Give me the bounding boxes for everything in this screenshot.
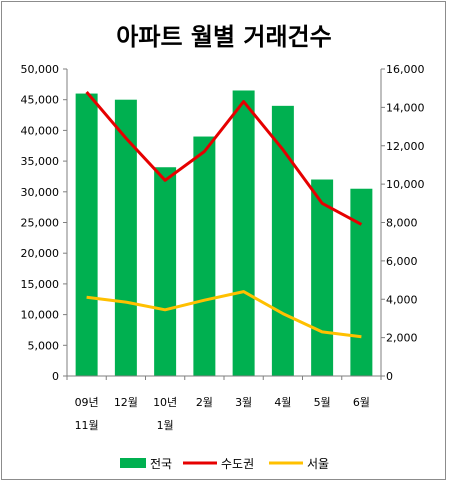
series-line bbox=[86, 290, 362, 339]
left-tick-label: 25,000 bbox=[21, 217, 60, 230]
x-tick-label: 11월 bbox=[75, 419, 99, 432]
legend: 전국 수도권 서울 bbox=[120, 457, 329, 471]
x-tick-label: 4월 bbox=[274, 396, 291, 409]
right-tick-label: 2,000 bbox=[386, 332, 418, 345]
left-tick-label: 10,000 bbox=[21, 309, 60, 322]
left-tick-label: 40,000 bbox=[21, 124, 60, 137]
left-tick-label: 45,000 bbox=[21, 94, 60, 107]
right-tick-label: 10,000 bbox=[386, 178, 425, 191]
right-tick-label: 6,000 bbox=[386, 255, 418, 268]
bar bbox=[350, 188, 373, 376]
left-tick-label: 50,000 bbox=[21, 63, 60, 76]
x-tick-label: 2월 bbox=[196, 396, 213, 409]
bar bbox=[75, 93, 98, 376]
right-tick-label: 4,000 bbox=[386, 293, 418, 306]
right-tick-label: 8,000 bbox=[386, 217, 418, 230]
bar bbox=[114, 99, 137, 376]
right-axis-tick-labels: 0 2,000 4,000 6,000 8,000 10,000 12,000 14,000 1… bbox=[386, 63, 425, 383]
axes bbox=[63, 68, 385, 380]
legend-label: 서울 bbox=[307, 457, 329, 471]
left-tick-label: 20,000 bbox=[21, 247, 60, 260]
bar bbox=[193, 136, 216, 376]
legend-label: 전국 bbox=[150, 457, 172, 471]
x-tick-label: 3월 bbox=[235, 396, 252, 409]
legend-label: 수도권 bbox=[221, 457, 254, 471]
bar bbox=[154, 167, 177, 376]
x-tick-label: 09년 bbox=[75, 396, 99, 409]
left-tick-label: 0 bbox=[52, 370, 59, 383]
left-axis-tick-labels: 0 5,000 10,000 15,000 20,000 25,000 30,000 35,0… bbox=[21, 63, 60, 383]
chart-title: 아파트 월별 거래건수 bbox=[116, 23, 331, 51]
bar-series bbox=[75, 90, 373, 377]
line-series bbox=[85, 91, 363, 339]
series-line bbox=[85, 91, 363, 226]
left-tick-label: 5,000 bbox=[28, 339, 60, 352]
right-tick-label: 14,000 bbox=[386, 101, 425, 114]
right-tick-label: 16,000 bbox=[386, 63, 425, 76]
x-tick-label: 12월 bbox=[114, 396, 138, 409]
left-tick-label: 15,000 bbox=[21, 278, 60, 291]
left-tick-label: 35,000 bbox=[21, 155, 60, 168]
bar bbox=[271, 105, 294, 376]
x-tick-label: 1월 bbox=[157, 419, 174, 432]
x-axis-tick-labels: 09년 11월 12월 10년 1월 2월 3월 4월 5월 6월 bbox=[75, 396, 370, 432]
right-tick-label: 12,000 bbox=[386, 140, 425, 153]
legend-swatch bbox=[120, 458, 146, 468]
bar bbox=[311, 179, 334, 376]
x-tick-label: 5월 bbox=[314, 396, 331, 409]
left-tick-label: 30,000 bbox=[21, 186, 60, 199]
x-tick-label: 6월 bbox=[353, 396, 370, 409]
bar bbox=[232, 90, 255, 377]
x-tick-label: 10년 bbox=[153, 396, 177, 409]
right-tick-label: 0 bbox=[386, 370, 393, 383]
